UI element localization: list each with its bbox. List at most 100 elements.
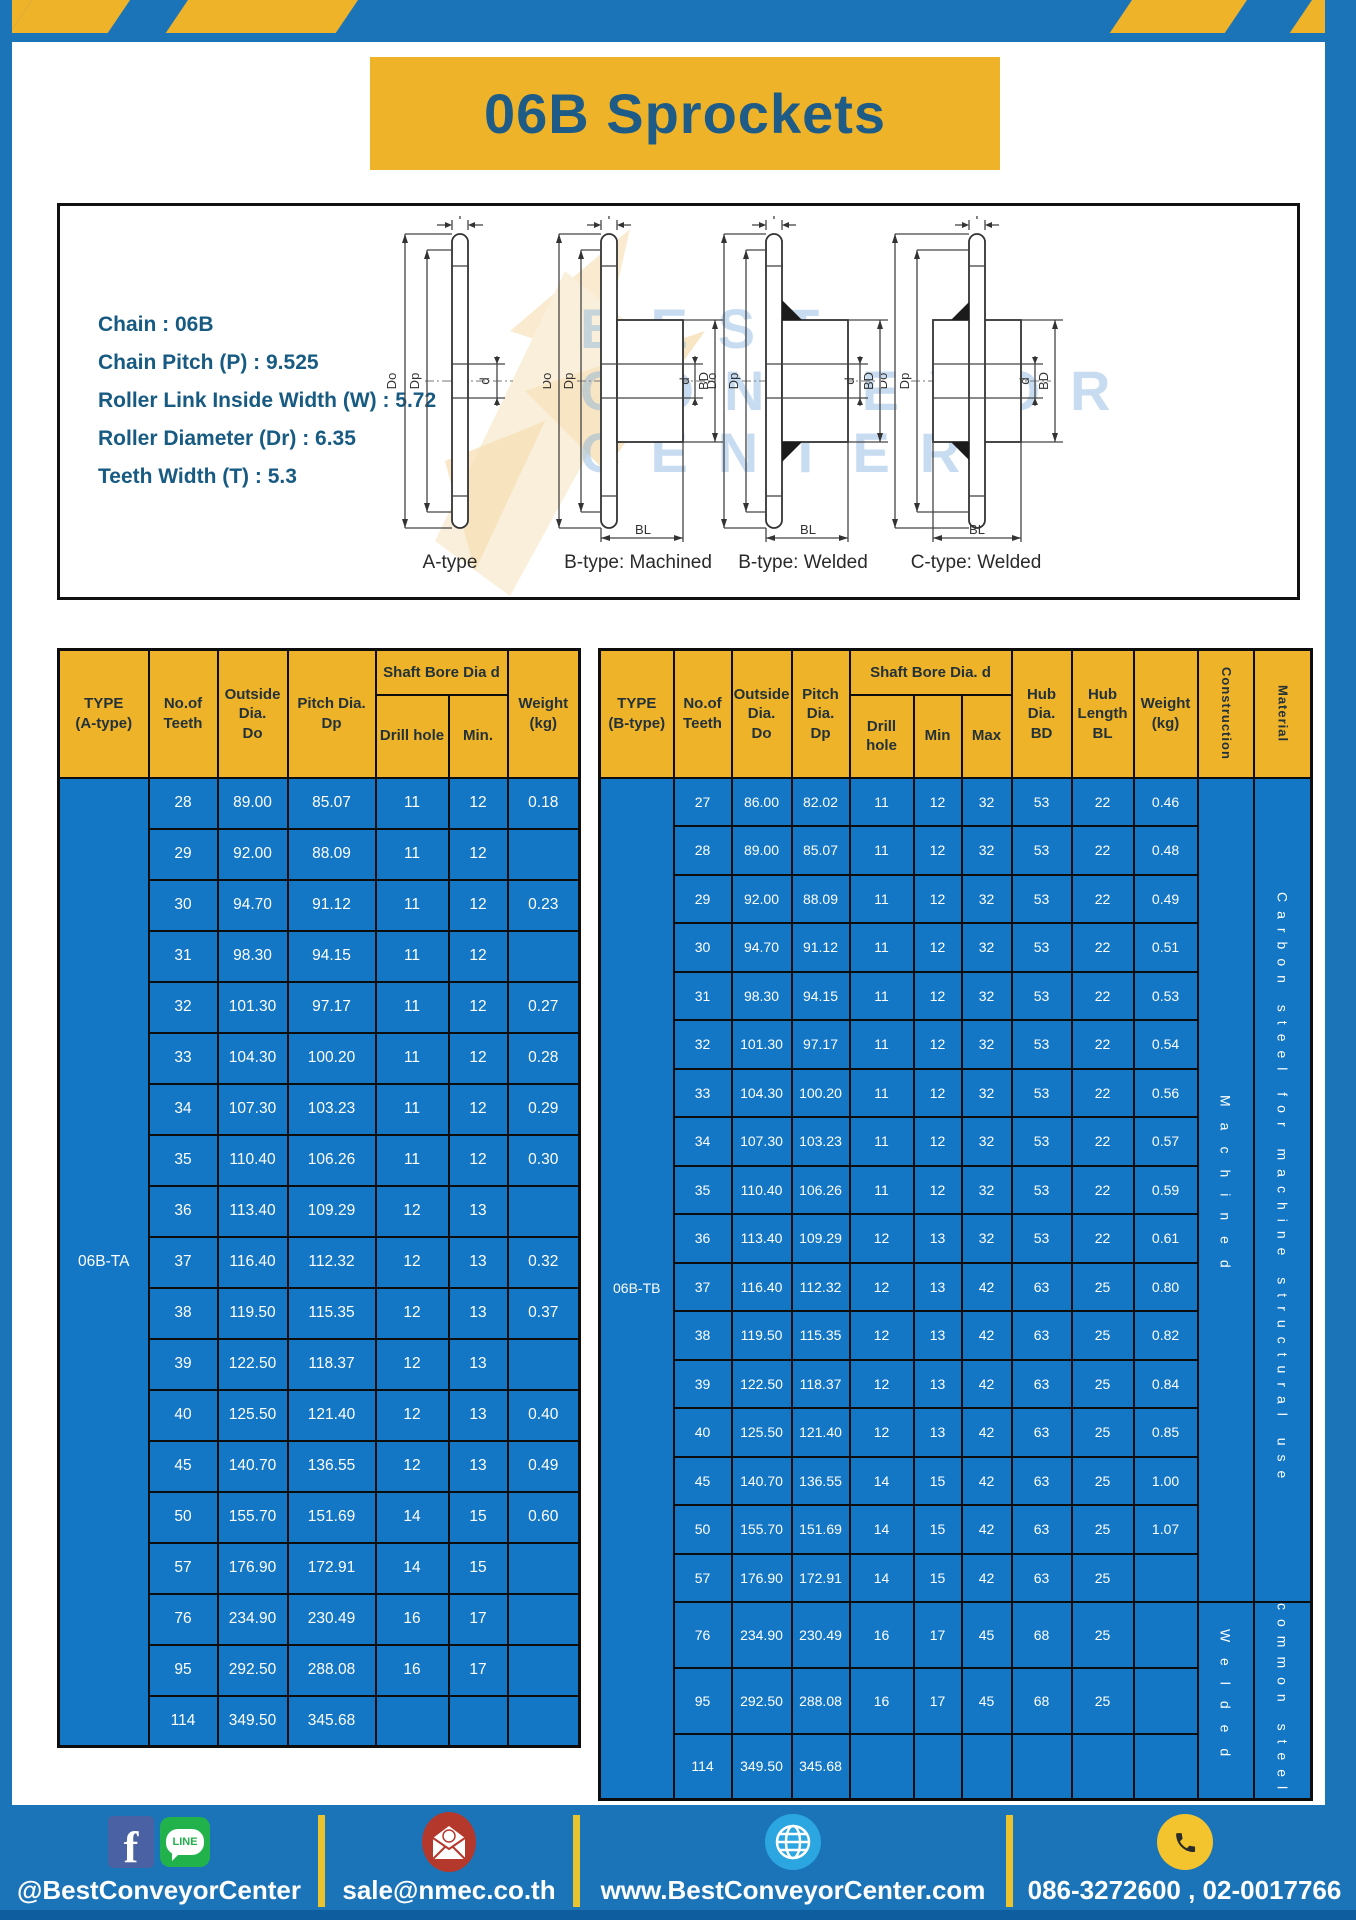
svg-text:BD: BD: [1036, 372, 1051, 390]
svg-text:d: d: [477, 377, 492, 384]
data-cell: 0.56: [1132, 1067, 1199, 1118]
data-cell: 0.60: [506, 1490, 581, 1544]
data-cell: 17: [447, 1643, 509, 1697]
data-cell: 119.50: [730, 1310, 793, 1361]
data-cell: 110.40: [216, 1133, 289, 1187]
data-cell: 11: [848, 776, 915, 827]
footer: f LINE @BestConveyorCenter sale@nmec.co.…: [0, 1805, 1356, 1920]
material-cell: Carbon steel for machine structural use: [1252, 776, 1313, 1603]
type-cell: 06B-TA: [57, 776, 150, 1748]
data-cell: 53: [1010, 1164, 1073, 1215]
col-header-outside-dia: Outside Dia. Do: [216, 648, 289, 779]
b-type-welded-figure: T Do Dp d BD BL: [708, 216, 898, 574]
data-cell: 22: [1070, 1116, 1135, 1167]
data-cell: 36: [147, 1184, 219, 1238]
data-cell: 12: [912, 1164, 963, 1215]
data-cell: 30: [672, 922, 733, 973]
data-cell: 12: [912, 1019, 963, 1070]
data-cell: 88.09: [286, 827, 377, 881]
data-cell: 76: [672, 1601, 733, 1669]
data-cell: 1.07: [1132, 1504, 1199, 1555]
top-band: [0, 0, 1356, 42]
table-row: 76 234.90 230.49 16 17: [59, 1592, 581, 1646]
data-cell: 140.70: [730, 1455, 793, 1506]
data-cell: 22: [1070, 1213, 1135, 1264]
spec-line: Roller Link Inside Width (W) : 5.72: [98, 389, 437, 412]
data-cell: [960, 1732, 1013, 1801]
data-cell: 32: [960, 922, 1013, 973]
data-cell: 15: [912, 1552, 963, 1603]
data-cell: 11: [848, 922, 915, 973]
data-cell: 42: [960, 1407, 1013, 1458]
col-header-teeth: No.of Teeth: [147, 648, 219, 779]
svg-text:Dp: Dp: [561, 373, 576, 390]
data-cell: 32: [672, 1019, 733, 1070]
data-cell: 0.23: [506, 878, 581, 932]
data-cell: 0.54: [1132, 1019, 1199, 1070]
data-cell: 42: [960, 1310, 1013, 1361]
data-cell: [1010, 1732, 1073, 1801]
data-cell: 22: [1070, 922, 1135, 973]
table-row: 35 110.40 106.26 11 12 32 53 22 0.59: [600, 1164, 1312, 1215]
data-cell: 292.50: [730, 1666, 793, 1735]
data-cell: 12: [447, 776, 509, 830]
svg-text:BL: BL: [969, 522, 985, 537]
data-cell: 11: [374, 1031, 450, 1085]
data-cell: 12: [912, 776, 963, 827]
email-icon: [422, 1812, 476, 1872]
data-cell: 98.30: [216, 929, 289, 983]
data-cell: 230.49: [286, 1592, 377, 1646]
table-row: 34 107.30 103.23 11 12 32 53 22 0.57: [600, 1116, 1312, 1167]
data-cell: 22: [1070, 1067, 1135, 1118]
b-type-machined-figure: T Do Dp d BD BL: [543, 216, 733, 574]
data-cell: 94.15: [790, 970, 851, 1021]
data-cell: 91.12: [286, 878, 377, 932]
data-cell: 68: [1010, 1666, 1073, 1735]
data-cell: 118.37: [286, 1337, 377, 1391]
data-cell: 36: [672, 1213, 733, 1264]
col-header-type: TYPE (A-type): [57, 648, 150, 779]
data-cell: [506, 929, 581, 983]
data-cell: 13: [447, 1184, 509, 1238]
data-cell: 40: [147, 1388, 219, 1442]
footer-separator: [1006, 1815, 1013, 1907]
data-cell: 1.00: [1132, 1455, 1199, 1506]
b-type-machined-diagram: T Do Dp d BD BL: [543, 216, 723, 542]
data-cell: 16: [374, 1592, 450, 1646]
figure-label: B-type: Machined: [564, 552, 712, 573]
svg-text:Do: Do: [881, 373, 890, 390]
facebook-letter: f: [123, 1823, 139, 1872]
chain-specs: Chain : 06B Chain Pitch (P) : 9.525 Roll…: [98, 306, 458, 496]
data-cell: 12: [848, 1407, 915, 1458]
data-cell: 32: [960, 825, 1013, 876]
data-cell: 14: [848, 1455, 915, 1506]
data-cell: 11: [848, 1019, 915, 1070]
globe-icon: [765, 1814, 821, 1870]
data-cell: 38: [672, 1310, 733, 1361]
table-row: 38 119.50 115.35 12 13 0.37: [59, 1286, 581, 1340]
data-cell: 98.30: [730, 970, 793, 1021]
data-cell: [1132, 1732, 1199, 1801]
data-cell: 109.29: [286, 1184, 377, 1238]
data-cell: 22: [1070, 1164, 1135, 1215]
data-cell: 15: [447, 1541, 509, 1595]
data-cell: 17: [912, 1666, 963, 1735]
data-cell: 0.59: [1132, 1164, 1199, 1215]
data-cell: 53: [1010, 1116, 1073, 1167]
page-title-box: 06B Sprockets: [370, 57, 1000, 170]
data-cell: 40: [672, 1407, 733, 1458]
data-cell: 13: [447, 1388, 509, 1442]
table-row: 114 349.50 345.68: [600, 1732, 1312, 1801]
svg-text:BD: BD: [696, 372, 711, 390]
data-cell: [506, 1541, 581, 1595]
data-cell: 86.00: [730, 776, 793, 827]
col-header-min: Min.: [447, 693, 509, 779]
data-cell: 116.40: [216, 1235, 289, 1289]
col-header-pitch-dia: Pitch Dia. Dp: [790, 648, 851, 779]
data-cell: 100.20: [286, 1031, 377, 1085]
data-cell: 53: [1010, 922, 1073, 973]
footer-website: www.BestConveyorCenter.com: [600, 1875, 986, 1905]
data-cell: 63: [1010, 1358, 1073, 1409]
data-cell: 11: [848, 970, 915, 1021]
data-cell: [1070, 1732, 1135, 1801]
